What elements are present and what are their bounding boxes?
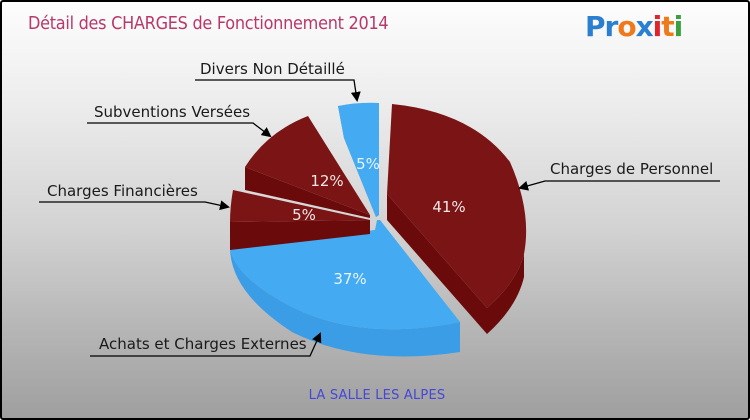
slice-label: 5% — [356, 155, 380, 173]
slice-label: 5% — [292, 206, 316, 224]
callout-label: Divers Non Détaillé — [200, 60, 345, 78]
logo-letter: x — [635, 10, 654, 43]
slice-charges-financieres[interactable]: 5% — [230, 190, 370, 250]
logo-letter: t — [661, 10, 674, 43]
slice-label: 12% — [310, 172, 343, 190]
callout-label: Charges Financières — [47, 182, 198, 200]
logo-letter: P — [585, 10, 606, 43]
slice-divers-non-detaille[interactable]: 5% — [338, 102, 380, 217]
callout-charges-personnel: Charges de Personnel — [518, 160, 720, 191]
slice-label: 37% — [333, 270, 366, 288]
slice-achats-charges-externes[interactable]: 37% — [230, 220, 460, 357]
commune-name: LA SALLE LES ALPES — [308, 388, 446, 403]
logo-letter: i — [673, 10, 684, 43]
logo-letter: o — [617, 10, 636, 43]
logo-letter: r — [604, 10, 619, 43]
proxiti-logo: Proxiti — [585, 10, 684, 43]
callout-label: Achats et Charges Externes — [99, 335, 307, 353]
logo-letter: i — [652, 10, 663, 43]
chart-title: Détail des CHARGES de Fonctionnement 201… — [28, 14, 389, 34]
callout-subventions-versees: Subventions Versées — [87, 103, 272, 138]
callout-label: Charges de Personnel — [550, 160, 713, 178]
callout-achats-charges-externes: Achats et Charges Externes — [90, 332, 322, 357]
callout-charges-financieres: Charges Financières — [39, 182, 230, 211]
slice-label: 41% — [432, 198, 465, 216]
callout-label: Subventions Versées — [94, 103, 250, 121]
slice-charges-personnel[interactable]: 41% — [387, 104, 527, 334]
callout-divers-non-detaille: Divers Non Détaillé — [195, 60, 361, 102]
slice-subventions-versees[interactable]: 12% — [245, 116, 370, 218]
